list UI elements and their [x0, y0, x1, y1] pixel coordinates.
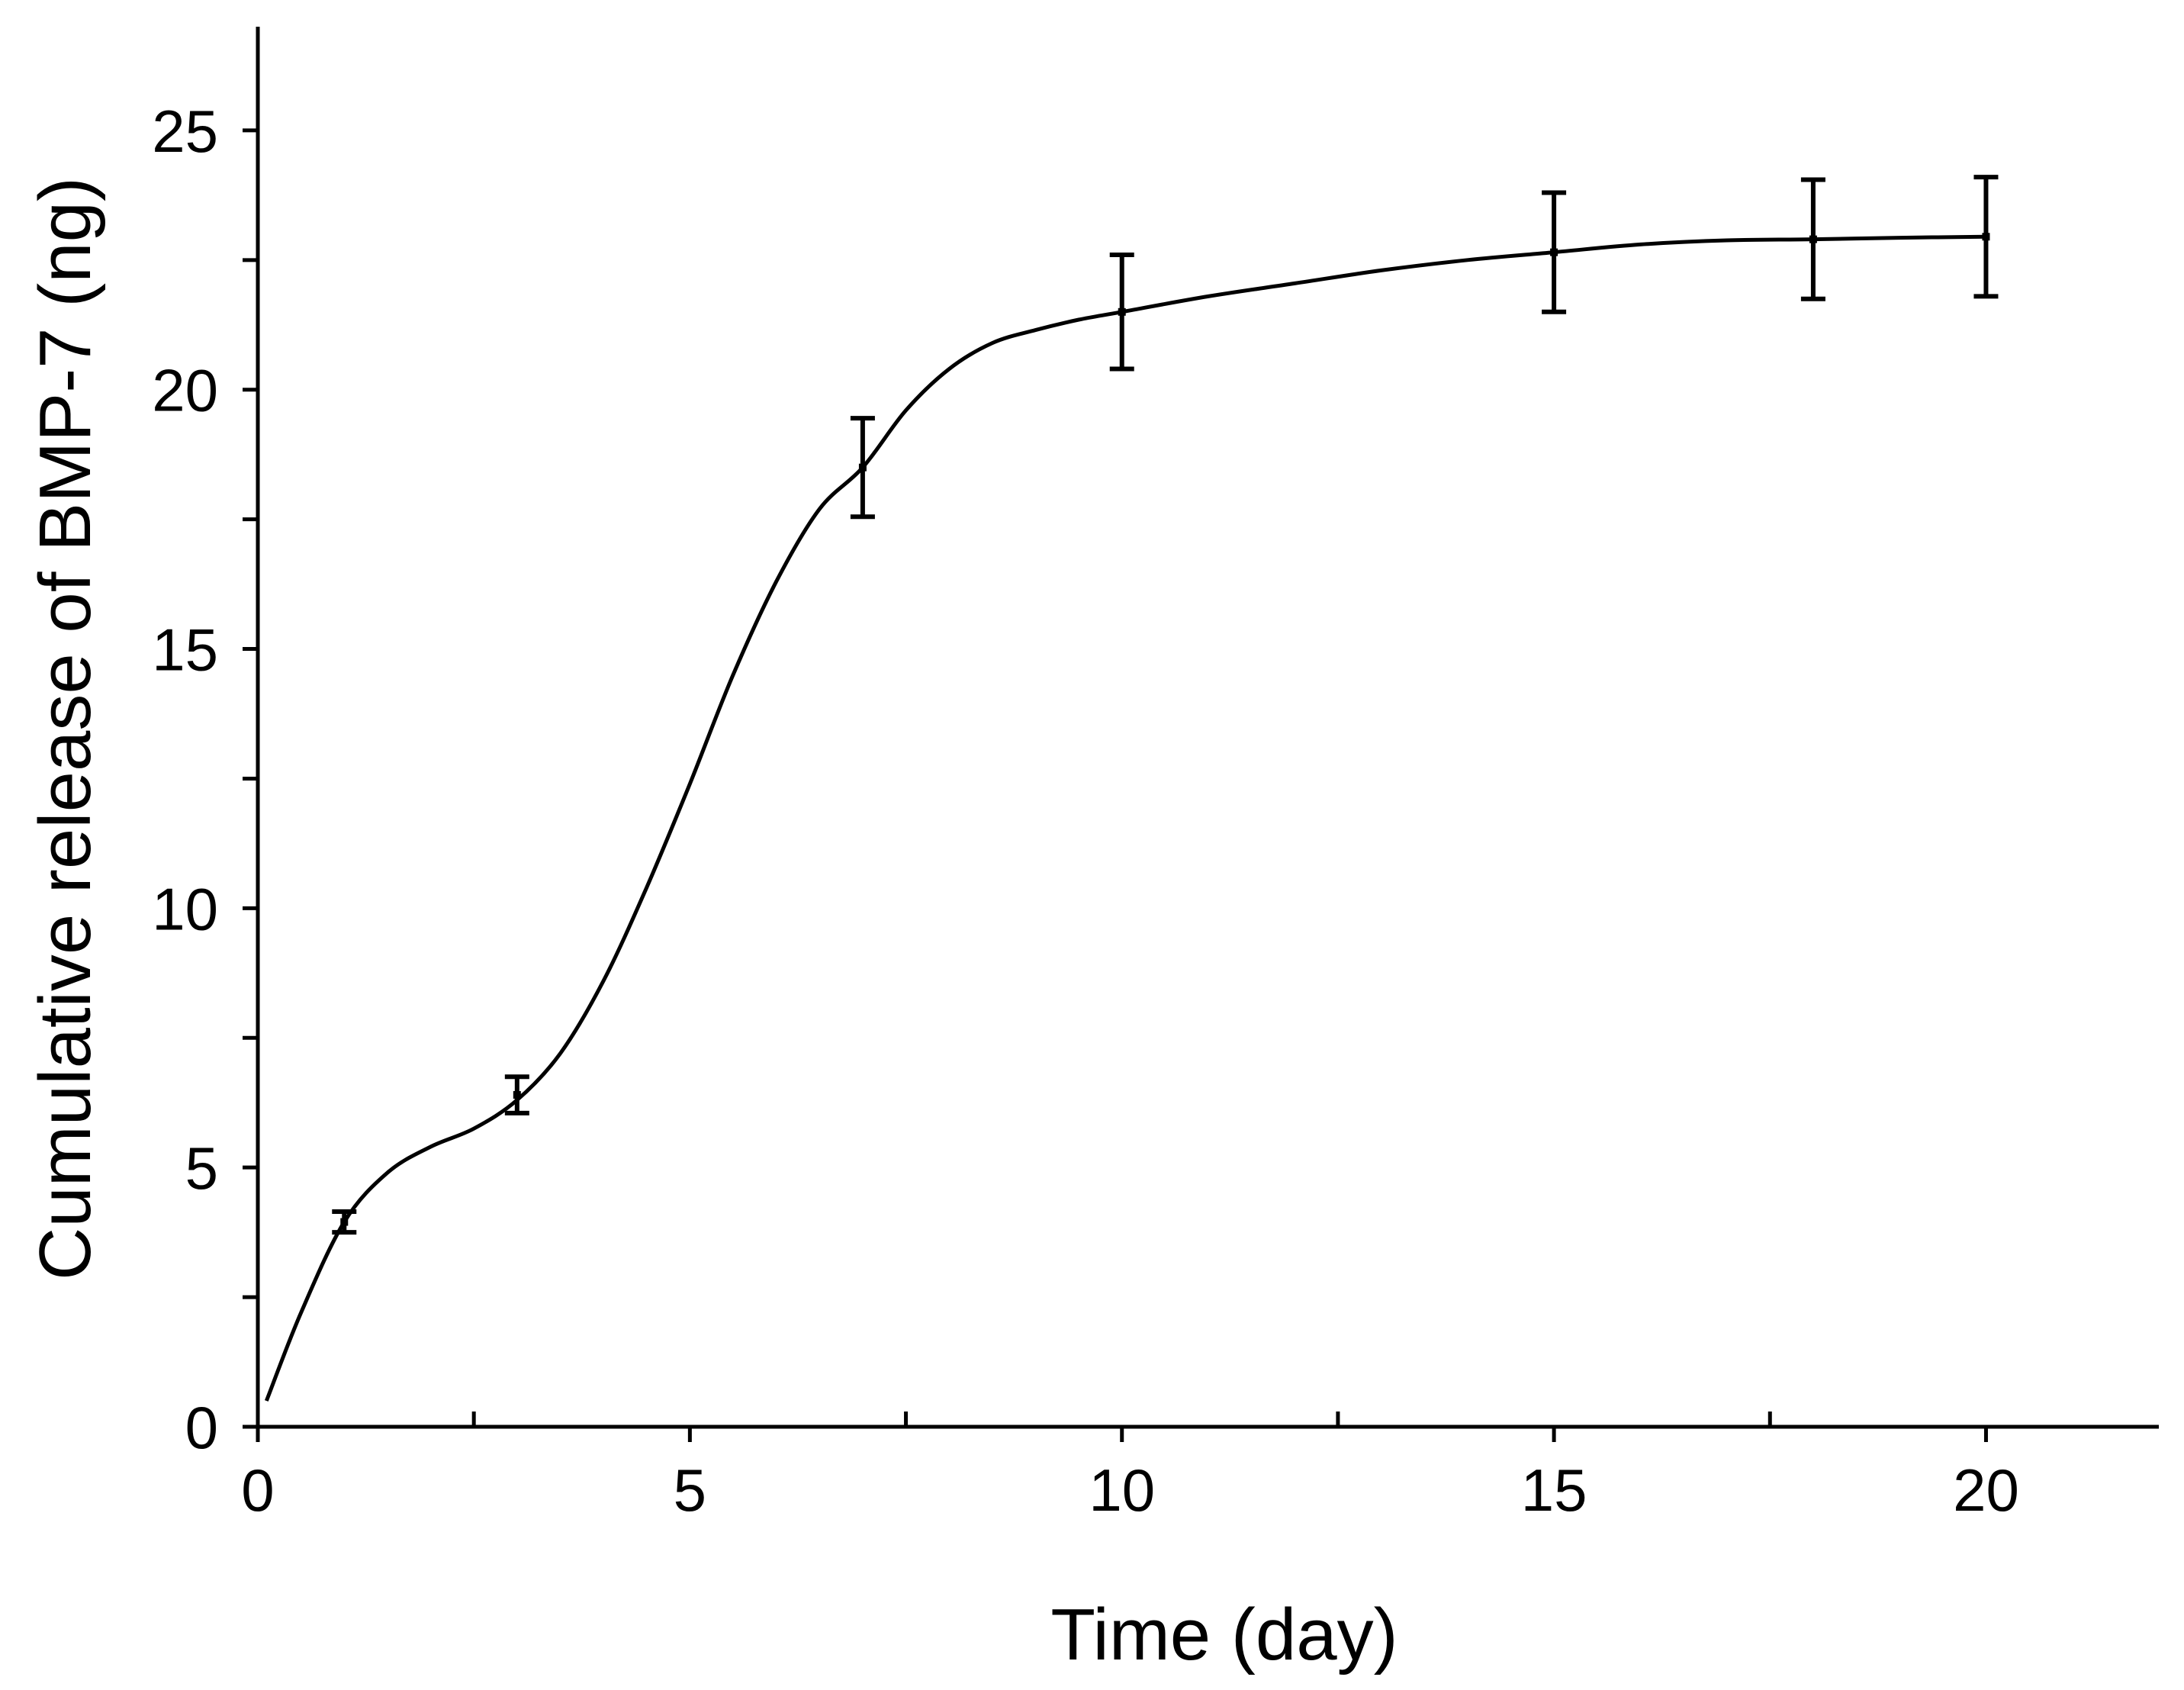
data-point — [858, 463, 867, 472]
data-point — [1809, 235, 1817, 243]
y-tick-label: 20 — [152, 357, 218, 424]
data-point — [1982, 233, 1990, 241]
x-axis-title: Time (day) — [1050, 1594, 1398, 1676]
data-point-group — [332, 1209, 357, 1235]
data-point-group — [850, 416, 875, 520]
x-tick-label: 0 — [241, 1457, 274, 1524]
y-tick-label: 0 — [185, 1394, 218, 1461]
x-tick-label: 15 — [1521, 1457, 1587, 1524]
x-tick-label: 10 — [1089, 1457, 1155, 1524]
x-tick-label: 20 — [1953, 1457, 2019, 1524]
data-point — [513, 1091, 521, 1099]
y-axis-ticks: 0 5 10 15 20 25 — [152, 98, 258, 1461]
data-point-group — [1542, 190, 1567, 314]
data-point — [340, 1218, 349, 1226]
y-tick-label: 5 — [185, 1135, 218, 1202]
y-tick-label: 15 — [152, 616, 218, 684]
y-tick-label: 25 — [152, 98, 218, 165]
data-point — [1550, 248, 1558, 256]
data-point-group — [1800, 177, 1825, 301]
data-points — [332, 175, 1999, 1235]
x-tick-label: 5 — [674, 1457, 706, 1524]
data-point — [1118, 307, 1126, 316]
release-curve — [264, 234, 1986, 1402]
data-point-group — [1973, 175, 1999, 299]
x-axis-ticks: 0 5 10 15 20 — [241, 1412, 2019, 1524]
y-axis-title: Cumulative release of BMP-7 (ng) — [24, 177, 106, 1280]
data-point-group — [504, 1074, 529, 1115]
y-tick-label: 10 — [152, 875, 218, 942]
data-point-group — [1109, 253, 1134, 372]
